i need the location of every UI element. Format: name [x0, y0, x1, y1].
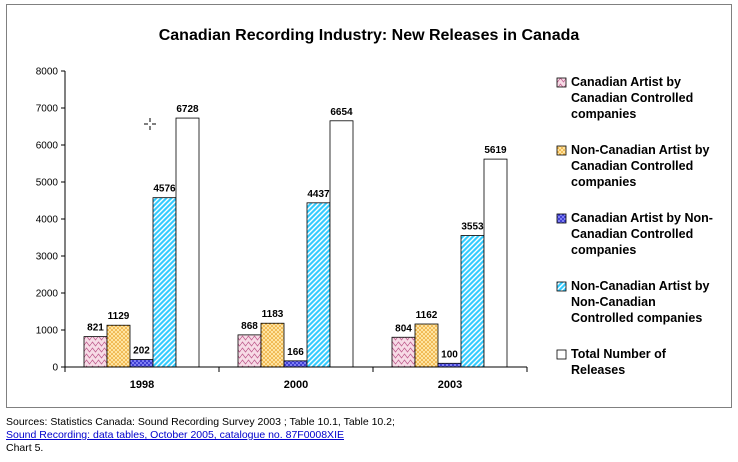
y-tick-label: 8000: [36, 67, 59, 78]
legend-label: Canadian Artist by Canadian Controlled com…: [571, 75, 693, 121]
bar: [391, 336, 416, 368]
bar: [129, 359, 154, 368]
y-tick-label: 6000: [36, 141, 59, 152]
data-label: 100: [441, 349, 458, 360]
source-notes: Sources: Statistics Canada: Sound Record…: [6, 416, 395, 455]
bar: [237, 334, 262, 368]
chart-title: Canadian Recording Industry: New Release…: [159, 27, 580, 44]
legend-label: Total Number of Releases: [571, 347, 667, 377]
bar: [260, 322, 285, 368]
data-label: 821: [87, 323, 104, 334]
legend-label: Canadian Artist by Non-Canadian Controll…: [571, 211, 713, 257]
y-axis-ticks: 0 1000 2000 3000 4000 5000 6000 7000 8000: [36, 67, 66, 374]
legend-item: Non-Canadian Artist by Canadian Controlle…: [556, 143, 709, 189]
bar-chart: Canadian Recording Industry: New Release…: [36, 27, 713, 391]
bar: [106, 324, 131, 368]
data-label: 1129: [108, 311, 130, 322]
y-tick-label: 7000: [36, 104, 59, 115]
y-tick-label: 1000: [36, 326, 59, 337]
legend-item: Canadian Artist by Non-Canadian Controll…: [556, 211, 713, 257]
x-axis: 1998 2000 2003: [64, 366, 528, 391]
data-label: 1162: [416, 310, 438, 321]
x-category-label: 1998: [130, 379, 154, 391]
data-label: 1183: [262, 309, 284, 320]
bar: [414, 323, 439, 368]
y-tick-label: 3000: [36, 252, 59, 263]
y-tick-label: 5000: [36, 178, 59, 189]
bar: [460, 235, 485, 368]
data-label: 5619: [484, 145, 507, 156]
legend-item: Non-Canadian Artist by Non-Canadian Contro…: [556, 279, 709, 325]
legend-swatch: [556, 145, 567, 156]
legend-item: Total Number of Releases: [556, 347, 667, 377]
y-tick-label: 0: [52, 363, 58, 374]
data-label: 6654: [330, 107, 353, 118]
y-tick-label: 4000: [36, 215, 59, 226]
data-label: 868: [241, 321, 258, 332]
x-category-label: 2000: [284, 379, 308, 391]
y-tick-label: 2000: [36, 289, 59, 300]
legend-swatch: [556, 77, 567, 88]
chart-number: Chart 5.: [6, 442, 44, 454]
bar: [437, 362, 462, 368]
bar: [175, 117, 200, 368]
source-link[interactable]: Sound Recording: data tables, October 20…: [6, 429, 344, 441]
bar: [283, 360, 308, 368]
legend-swatch: [556, 281, 567, 292]
data-label: 804: [395, 323, 412, 334]
legend-label: Non-Canadian Artist by Non-Canadian Contro…: [571, 279, 709, 325]
bar: [152, 197, 177, 368]
chart-frame: Canadian Recording Industry: New Release…: [6, 4, 732, 408]
legend: Canadian Artist by Canadian Controlled com…: [556, 75, 713, 377]
data-label: 4576: [153, 184, 176, 195]
x-category-label: 2003: [438, 379, 462, 391]
data-label: 6728: [176, 104, 199, 115]
source-line: Sources: Statistics Canada: Sound Record…: [6, 416, 395, 428]
legend-swatch: [556, 349, 567, 360]
crosshair-cursor-icon: [144, 118, 156, 130]
data-label: 3553: [461, 222, 484, 233]
bars: [83, 117, 508, 368]
bar: [483, 158, 508, 368]
legend-label: Non-Canadian Artist by Canadian Controlle…: [571, 143, 709, 189]
data-label: 166: [287, 347, 304, 358]
data-label: 202: [133, 346, 150, 357]
bar: [306, 202, 331, 368]
data-labels: 821 868 804 1129 1183 1162 202 166 100 4576 4437 35…: [87, 104, 507, 360]
bar: [329, 120, 354, 368]
legend-swatch: [556, 213, 567, 224]
bar: [83, 336, 108, 368]
data-label: 4437: [307, 189, 330, 200]
legend-item: Canadian Artist by Canadian Controlled com…: [556, 75, 693, 121]
